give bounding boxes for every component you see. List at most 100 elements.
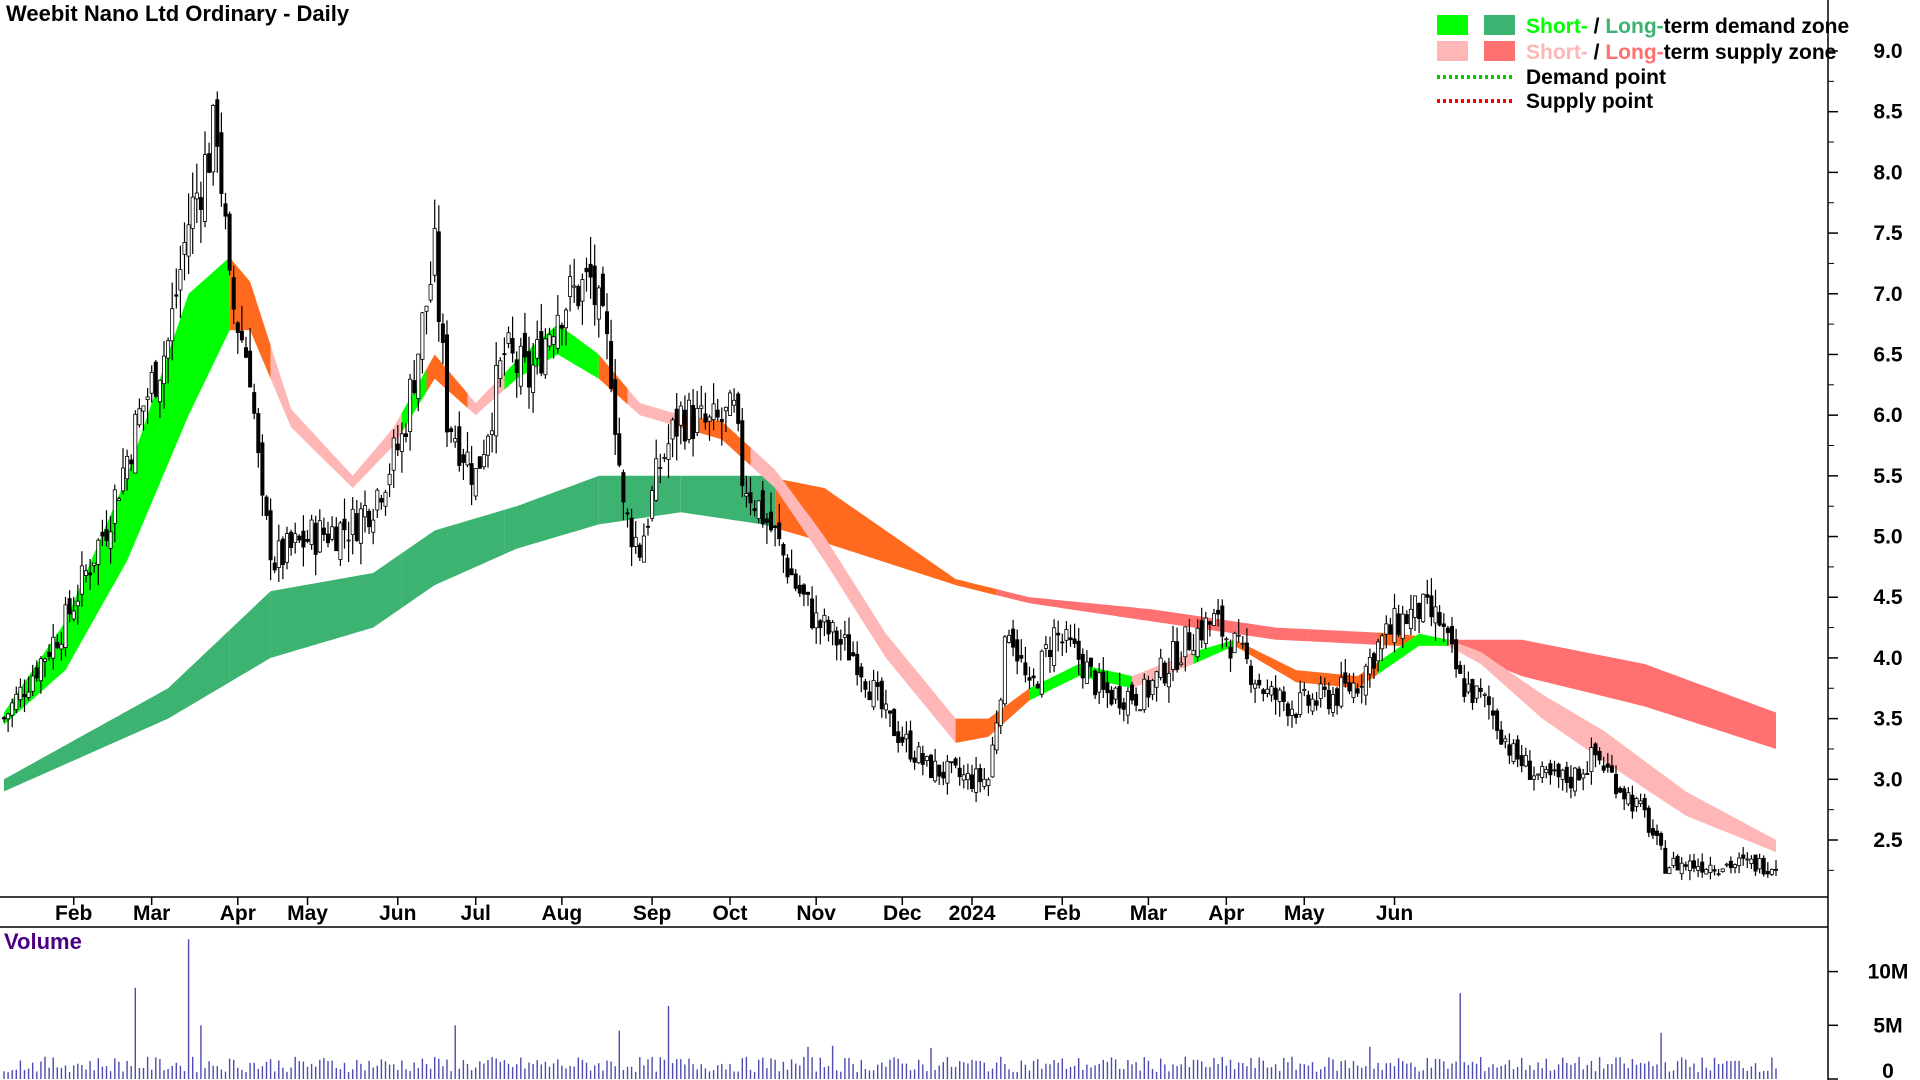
candle-body	[1741, 854, 1746, 859]
candle-body	[1507, 744, 1512, 756]
candle-body	[264, 496, 269, 516]
candle-body	[723, 406, 728, 412]
candle-body	[1425, 594, 1430, 598]
candle-body	[596, 287, 601, 320]
x-tick-label: Oct	[713, 902, 748, 925]
short-term-zone-segment	[1378, 633, 1448, 675]
legend-swatch-short-demand	[1437, 15, 1468, 35]
candle-body	[51, 636, 56, 659]
candle-body	[1199, 620, 1204, 641]
candle-body	[170, 308, 175, 342]
candle-body	[810, 598, 815, 629]
candle-body	[1035, 683, 1040, 689]
long-term-zone-segment	[996, 589, 1030, 604]
candle-body	[47, 651, 52, 657]
candle-body	[1343, 672, 1348, 684]
candle-body	[325, 533, 330, 544]
candle-body	[190, 196, 195, 229]
candle-body	[408, 378, 413, 433]
volume-label: Volume	[4, 929, 82, 954]
candle-body	[1519, 755, 1524, 767]
candle-body	[1183, 626, 1188, 658]
candle-body	[1745, 858, 1750, 861]
candle-body	[1433, 606, 1438, 624]
candle-body	[1450, 626, 1455, 645]
candle-body	[202, 154, 207, 222]
candle-body	[1113, 687, 1118, 700]
candle-body	[1064, 629, 1069, 641]
candle-body	[1683, 864, 1688, 867]
candle-body	[982, 778, 987, 787]
candle-body	[617, 433, 622, 466]
candle-body	[559, 324, 564, 329]
long-term-zone-segment	[426, 520, 468, 591]
short-term-zone-segment	[270, 345, 402, 488]
candle-body	[227, 213, 232, 271]
candle-body	[1101, 671, 1106, 690]
candle-body	[1523, 755, 1528, 767]
candle-body	[502, 353, 507, 356]
candle-body	[1142, 678, 1147, 710]
candle-body	[186, 224, 191, 257]
candle-body	[1236, 634, 1241, 637]
candle-body	[929, 754, 934, 778]
x-tick-label: Jul	[461, 902, 491, 925]
candle-body	[748, 492, 753, 504]
candle-body	[14, 693, 19, 710]
candle-body	[797, 584, 802, 594]
candle-body	[514, 359, 519, 373]
candle-body	[1421, 593, 1426, 623]
candle-body	[646, 525, 651, 528]
candle-body	[1166, 673, 1171, 688]
candle-body	[838, 639, 843, 645]
candle-body	[284, 533, 289, 563]
candle-body	[740, 420, 745, 487]
candle-body	[605, 311, 610, 335]
candle-body	[990, 744, 995, 778]
candle-body	[494, 364, 499, 437]
legend-supply-zone: Short- / Long-term supply zone	[1526, 41, 1836, 64]
x-tick-label: 2024	[949, 902, 996, 925]
volume-axis: 10M 5M 0	[1828, 961, 1908, 1080]
candle-body	[79, 565, 84, 595]
candle-body	[1056, 632, 1061, 636]
candle-body	[34, 667, 39, 679]
candle-body	[584, 267, 589, 273]
candle-body	[96, 539, 101, 565]
candle-body	[1187, 632, 1192, 651]
y-tick-label: 6.0	[1873, 404, 1902, 427]
candle-body	[941, 771, 946, 779]
short-term-zone-segment	[1132, 651, 1194, 689]
candle-body	[1224, 638, 1229, 641]
candle-body	[814, 612, 819, 629]
candle-body	[490, 430, 495, 435]
candle-body	[986, 779, 991, 786]
candle-body	[1306, 694, 1311, 706]
candle-body	[662, 456, 667, 459]
candle-body	[613, 379, 618, 435]
x-tick-label: Feb	[1044, 902, 1081, 925]
candle-body	[297, 535, 302, 541]
candle-body	[1687, 860, 1692, 872]
candle-body	[896, 731, 901, 743]
candle-body	[63, 604, 68, 648]
candle-body	[1347, 682, 1352, 692]
candle-body	[321, 527, 326, 535]
candle-body	[543, 338, 548, 376]
candle-body	[629, 517, 634, 548]
candle-body	[949, 761, 954, 764]
short-term-zone-segment	[627, 388, 681, 428]
candle-body	[1244, 642, 1249, 660]
y-tick-label: 5.5	[1873, 465, 1903, 488]
candle-body	[166, 340, 171, 359]
candle-body	[1154, 671, 1159, 688]
candle-body	[600, 273, 605, 306]
candle-body	[744, 493, 749, 497]
candle-body	[1408, 608, 1413, 629]
candle-body	[1622, 788, 1627, 800]
short-term-zone-segment	[229, 257, 271, 379]
volume-bars	[3, 939, 1777, 1079]
candle-body	[1659, 833, 1664, 846]
candle-body	[842, 634, 847, 638]
candle-body	[1454, 639, 1459, 670]
